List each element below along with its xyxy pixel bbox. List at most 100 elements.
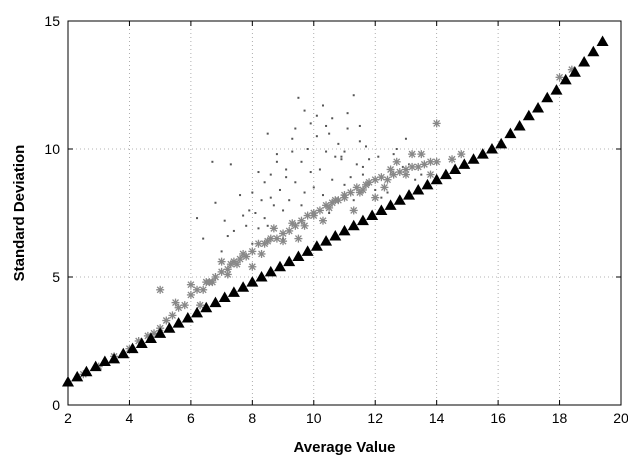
asterisk-stroke — [193, 286, 201, 294]
triangle-point — [108, 352, 121, 364]
asterisk-point — [248, 262, 257, 271]
asterisk-point — [156, 285, 165, 294]
dot-point — [361, 165, 364, 168]
asterisk-point — [408, 150, 417, 159]
triangle-point — [375, 204, 388, 215]
asterisk-point — [555, 73, 564, 82]
dot-point — [275, 160, 278, 163]
asterisk-stroke — [371, 194, 379, 202]
dot-point — [392, 153, 395, 156]
asterisk-stroke — [199, 286, 207, 294]
y-tick-label: 15 — [44, 13, 60, 29]
asterisk-point — [349, 206, 358, 215]
asterisk-stroke — [218, 268, 226, 276]
x-tick-label: 16 — [490, 410, 506, 426]
dot-point — [346, 127, 349, 130]
asterisk-point — [380, 183, 389, 192]
asterisk-point — [223, 265, 232, 274]
asterisk-point — [414, 162, 423, 171]
asterisk-point — [186, 280, 195, 289]
asterisk-stroke — [270, 224, 278, 232]
dot-point — [318, 168, 321, 171]
triangle-point — [227, 286, 240, 297]
asterisk-stroke — [414, 163, 422, 171]
dot-point — [321, 194, 324, 197]
asterisk-stroke — [393, 158, 401, 166]
asterisk-stroke — [396, 168, 404, 176]
asterisk-stroke — [408, 150, 416, 158]
asterisk-stroke — [156, 286, 164, 294]
triangle-point — [310, 240, 323, 251]
asterisk-point — [371, 193, 380, 202]
asterisk-stroke — [377, 173, 385, 181]
triangle-point — [154, 327, 167, 338]
asterisk-stroke — [408, 163, 416, 171]
dot-point — [220, 250, 223, 253]
dot-point — [263, 181, 266, 184]
asterisk-point — [457, 150, 466, 159]
triangle-point — [504, 127, 517, 139]
dot-point — [303, 191, 306, 194]
asterisk-point — [217, 267, 226, 276]
dot-point — [229, 163, 232, 166]
dot-point — [248, 209, 251, 212]
asterisk-stroke — [285, 227, 293, 235]
asterisk-point — [426, 170, 435, 179]
asterisk-stroke — [310, 209, 318, 217]
asterisk-stroke — [181, 301, 189, 309]
asterisk-point — [392, 157, 401, 166]
asterisk-stroke — [208, 278, 216, 286]
x-tick-label: 18 — [552, 410, 568, 426]
dot-point — [315, 135, 318, 138]
dot-point — [386, 191, 389, 194]
dot-point — [282, 209, 285, 212]
asterisk-stroke — [356, 189, 364, 196]
asterisk-stroke — [319, 217, 327, 225]
dot-point — [404, 137, 407, 140]
dot-point — [266, 224, 269, 227]
asterisk-point — [208, 278, 217, 287]
asterisk-stroke — [448, 155, 456, 163]
asterisk-stroke — [390, 171, 398, 179]
asterisk-point — [168, 311, 177, 320]
triangle-point — [513, 119, 526, 131]
asterisk-stroke — [427, 158, 434, 166]
dot-point — [337, 142, 340, 145]
asterisk-stroke — [248, 263, 256, 271]
x-tick-label: 20 — [613, 410, 628, 426]
triangle-point — [80, 365, 93, 377]
triangle-point — [421, 178, 434, 190]
dot-point — [291, 137, 294, 140]
dot-point — [365, 145, 368, 148]
dot-point — [300, 160, 303, 163]
dot-point — [358, 124, 361, 127]
dot-point — [257, 227, 260, 230]
asterisk-point — [325, 203, 334, 212]
triangle-point — [98, 355, 111, 366]
dot-point — [202, 237, 205, 240]
dot-point — [343, 183, 346, 186]
x-tick-label: 10 — [306, 410, 322, 426]
triangle-point — [393, 194, 406, 205]
asterisk-point — [272, 234, 281, 243]
triangle-point — [126, 342, 139, 354]
dot-point — [334, 155, 337, 158]
asterisk-stroke — [175, 304, 183, 312]
asterisk-stroke — [433, 119, 441, 127]
triangle-point — [384, 199, 397, 210]
asterisk-point — [162, 316, 171, 325]
dot-point — [226, 235, 229, 238]
triangle-point — [89, 360, 102, 372]
x-tick-label: 6 — [187, 410, 195, 426]
dot-point — [328, 132, 331, 135]
triangle-series — [62, 35, 609, 387]
dot-point — [285, 168, 288, 171]
asterisk-stroke — [233, 260, 241, 268]
triangle-point — [320, 235, 333, 246]
triangle-point — [172, 317, 185, 328]
asterisk-point — [386, 165, 395, 174]
triangle-point — [218, 291, 231, 302]
triangle-point — [209, 296, 222, 308]
dot-point — [312, 186, 315, 189]
triangle-point — [412, 183, 425, 195]
